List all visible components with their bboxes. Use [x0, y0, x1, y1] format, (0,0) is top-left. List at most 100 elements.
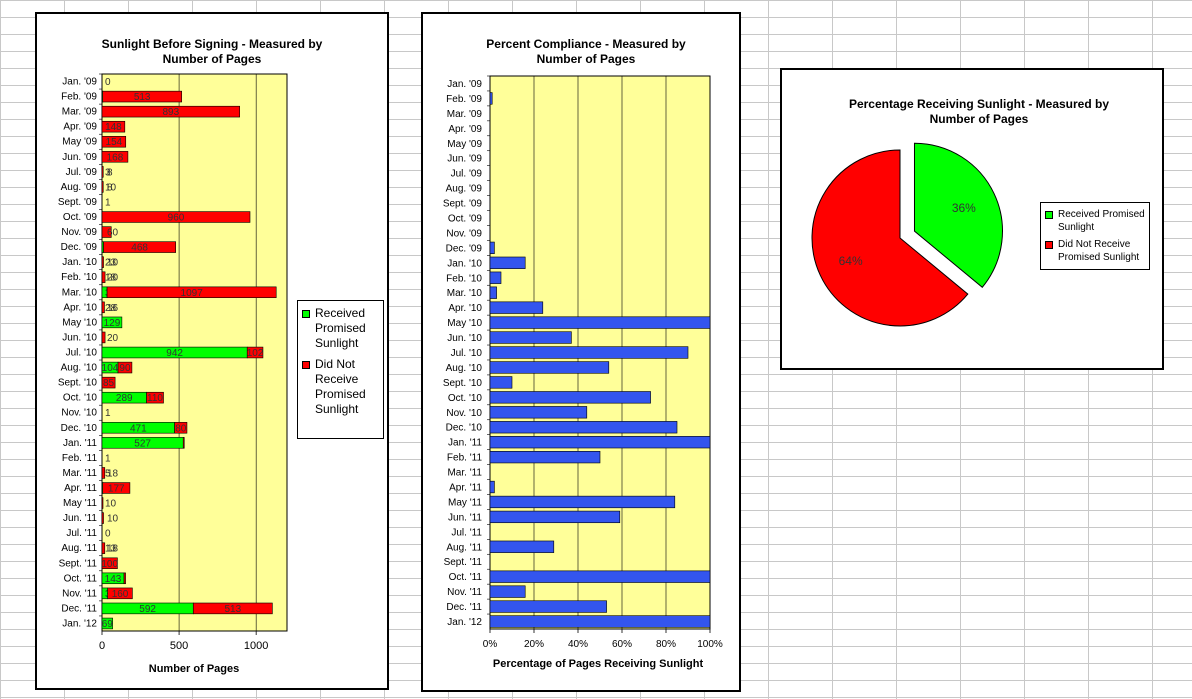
bar-not-received: [101, 151, 129, 163]
pie-slice: [913, 142, 1003, 288]
stray-data-label: 23: [105, 258, 117, 269]
pie-chart-panel: Percentage Receiving Sunlight - Measured…: [780, 68, 1164, 370]
category-label: Sept. '10: [58, 378, 98, 389]
category-label: Dec. '11: [61, 603, 97, 614]
category-label: Apr. '09: [63, 122, 97, 133]
bar-not-received: [174, 422, 188, 434]
category-label: Nov. '10: [446, 408, 482, 419]
category-label: Jan. '09: [62, 77, 97, 88]
bar-not-received: [101, 105, 240, 118]
pie-chart: Percentage Receiving Sunlight - Measured…: [811, 97, 1109, 327]
pie-chart-title: Percentage Receiving Sunlight - Measured…: [849, 97, 1109, 126]
compliance-bar: [489, 241, 495, 255]
stray-data-label: 13: [105, 544, 117, 555]
category-label: Dec. '09: [446, 243, 483, 254]
category-label: Feb. '11: [62, 453, 98, 464]
data-label: 104: [102, 363, 119, 374]
category-label: Dec. '09: [61, 242, 98, 253]
bar-not-received: [246, 346, 264, 359]
bar-received: [101, 617, 113, 630]
data-label: 90: [119, 363, 131, 374]
compliance-bar: [489, 570, 711, 583]
data-label: 160: [112, 589, 129, 600]
data-label: 60: [107, 228, 119, 239]
data-label: 1097: [181, 288, 204, 299]
data-label: 129: [104, 318, 121, 329]
category-label: Feb. '11: [447, 453, 483, 464]
bar-not-received: [107, 587, 133, 600]
pie-legend-item-not-received: Did Not Receive Promised Sunlight: [1045, 238, 1145, 264]
category-label: Oct. '11: [449, 572, 483, 583]
legend-swatch-received: [302, 310, 310, 318]
data-label: 8: [107, 167, 113, 178]
category-label: Apr. '09: [448, 124, 482, 135]
category-label: Jun. '11: [448, 512, 482, 523]
compliance-bar: [489, 436, 711, 449]
category-label: May '09: [447, 139, 482, 150]
stray-data-label: 1: [105, 408, 111, 419]
category-label: Nov. '09: [446, 228, 482, 239]
data-label: 18: [107, 468, 119, 479]
bar-not-received: [146, 391, 164, 404]
data-label: 289: [116, 393, 133, 404]
category-label: Oct. '09: [63, 212, 98, 223]
category-label: Dec. '11: [446, 602, 482, 613]
x-tick-label: 80%: [656, 639, 676, 650]
data-label: 168: [107, 152, 124, 163]
bar-not-received: [101, 166, 104, 178]
compliance-bar: [489, 376, 513, 389]
category-label: Apr. '10: [63, 302, 97, 313]
legend-item-received: Received Promised Sunlight: [302, 306, 379, 351]
stray-data-label: 10: [105, 182, 117, 193]
category-label: Mar. '09: [62, 107, 98, 118]
data-label: 960: [168, 213, 185, 224]
compliance-bar: [489, 615, 711, 628]
bar-not-received: [102, 90, 183, 103]
bar-not-received: [101, 467, 106, 479]
category-label: Jan. '11: [63, 438, 97, 449]
data-label: 16: [107, 303, 119, 314]
legend-swatch-not-received: [302, 361, 310, 369]
data-label: 20: [107, 273, 119, 284]
data-label: 18: [107, 544, 119, 555]
compliance-bar: [489, 406, 588, 419]
compliance-bar: [489, 480, 495, 494]
data-label: 80: [175, 423, 187, 434]
bar-not-received: [101, 557, 118, 569]
compliance-bar: [489, 391, 651, 404]
compliance-chart-title: Percent Compliance - Measured by Number o…: [486, 37, 686, 66]
compliance-bar: [489, 540, 555, 553]
category-label: Aug. '10: [61, 363, 98, 374]
compliance-bar: [489, 271, 502, 284]
bar-not-received: [106, 286, 277, 299]
category-label: Mar. '09: [447, 109, 483, 120]
x-tick-label: 0%: [483, 639, 498, 650]
compliance-bar: [489, 510, 621, 524]
category-label: Feb. '09: [446, 94, 482, 105]
bar-not-received: [101, 181, 104, 193]
x-tick-label: 20%: [524, 639, 544, 650]
pie-legend-item-received: Received Promised Sunlight: [1045, 208, 1145, 234]
category-label: Feb. '10: [446, 273, 482, 284]
x-tick-label: 100%: [697, 639, 723, 650]
x-tick-label: 60%: [612, 639, 632, 650]
category-label: Jan. '10: [62, 257, 97, 268]
category-label: Sept. '09: [58, 197, 98, 208]
legend-item-not-received: Did Not Receive Promised Sunlight: [302, 357, 379, 417]
x-tick-label: 0: [99, 640, 105, 652]
bar-not-received: [101, 542, 106, 554]
category-label: Jun. '10: [62, 332, 97, 343]
compliance-bar: [489, 301, 544, 314]
category-label: May '10: [62, 317, 97, 328]
legend-label-received: Received Promised Sunlight: [315, 306, 366, 350]
data-label: 10: [107, 514, 119, 525]
bar-not-received: [103, 241, 176, 253]
category-label: Aug. '11: [61, 543, 97, 554]
category-label: Mar. '10: [447, 288, 483, 299]
compliance-bar: [489, 256, 526, 269]
pie-slice-label: 64%: [839, 254, 863, 268]
bar-not-received: [101, 211, 251, 223]
category-label: Nov. '10: [61, 408, 97, 419]
stray-data-label: 18: [105, 273, 117, 284]
category-label: Oct. '10: [448, 393, 483, 404]
